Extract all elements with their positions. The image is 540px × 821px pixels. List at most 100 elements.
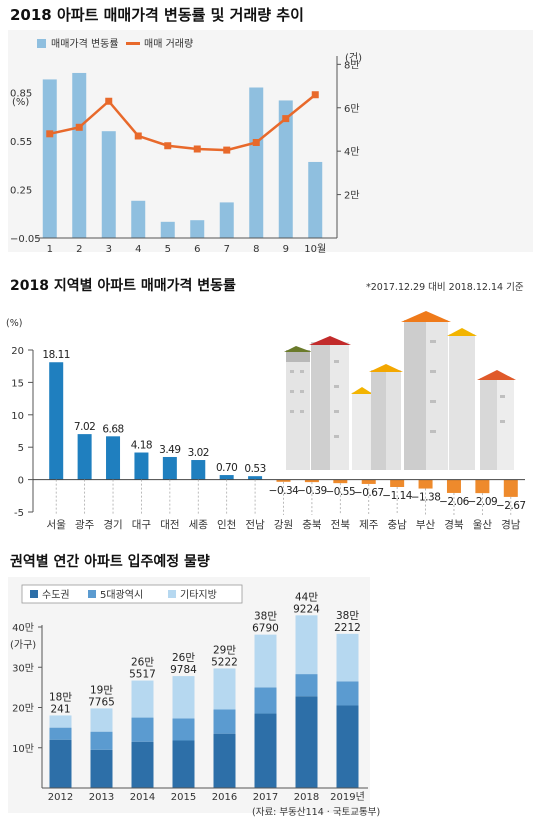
chart2-bar (418, 479, 433, 489)
chart2-bar (333, 479, 348, 484)
chart3-legend: 수도권 5대광역시 기타지방 (21, 584, 243, 604)
chart1-x-tick: 2 (76, 244, 82, 255)
chart3-bar-segment (131, 717, 154, 742)
chart2-value-label: −2.06 (439, 496, 469, 508)
chart1-line-point (75, 123, 83, 131)
legend-swatch-capital (30, 590, 38, 598)
chart1-right-tick: 4만 (344, 146, 360, 158)
chart3-bar-segment (336, 705, 359, 788)
chart3-bar-segment (90, 708, 113, 732)
chart2-value-label: −0.34 (269, 485, 299, 497)
chart1-left-tick: 0.85 (10, 88, 32, 99)
chart3-total-label: 26만 (131, 657, 154, 669)
chart3-bar-segment (336, 633, 359, 682)
chart3-bar-segment (49, 715, 72, 728)
chart2-value-label: −1.14 (382, 490, 412, 502)
legend-swatch-other (168, 590, 176, 598)
chart3-total-label-sub: 241 (50, 703, 70, 715)
chart1-bar (101, 131, 116, 238)
chart3-total-label-sub: 6790 (252, 623, 279, 635)
chart3-x-tick: 2018 (294, 792, 319, 803)
chart2-y-tick: 20 (11, 346, 24, 357)
legend-label-bar: 매매가격 변동률 (51, 37, 119, 50)
chart2-bar (49, 362, 64, 480)
chart1-line-point (164, 142, 172, 150)
chart1-bar (42, 79, 57, 238)
chart1-bar (160, 221, 175, 238)
chart1-x-tick: 7 (224, 244, 230, 255)
chart1-line-point (311, 91, 319, 99)
chart2-bar (475, 479, 490, 494)
chart3-bar-segment (295, 696, 318, 788)
chart3-title: 권역별 연간 아파트 입주예정 물량 (10, 553, 210, 570)
chart1-legend: 매매가격 변동률 매매 거래량 (37, 37, 193, 50)
chart1-line-point (193, 145, 201, 153)
legend-label-metro: 5대광역시 (100, 589, 143, 601)
chart2-value-label: 7.02 (74, 421, 95, 433)
chart2-bar (106, 436, 121, 480)
chart2-x-tick: 세종 (189, 519, 209, 531)
chart3-total-label: 26만 (172, 652, 195, 664)
chart2-value-label: 4.18 (131, 440, 152, 452)
chart2-x-tick: 대구 (132, 519, 152, 531)
chart3-source: (자료: 부동산114 · 국토교통부) (252, 807, 380, 818)
chart2-x-tick: 경북 (444, 518, 464, 531)
chart1-line-point (252, 138, 260, 146)
chart1-right-tick: 8만 (344, 59, 360, 71)
chart3-x-tick: 2013 (89, 792, 114, 803)
chart1-bar (249, 87, 264, 238)
chart2-bar (361, 479, 376, 484)
chart1-line-point (134, 132, 142, 140)
chart2-x-tick: 부산 (416, 519, 436, 531)
chart3-bar-segment (90, 731, 113, 750)
chart1-right-tick: 2만 (344, 190, 360, 202)
chart3-bar-segment (172, 718, 195, 741)
chart1-volume-line (49, 93, 317, 152)
chart1-bar (219, 202, 234, 238)
chart3-bar-segment (254, 634, 277, 688)
chart3-total-label: 29만 (213, 644, 236, 656)
legend-swatch-metro (88, 590, 96, 598)
legend-box (21, 584, 243, 604)
chart1-line-point (282, 115, 290, 123)
chart3-y-tick: 20만 (12, 703, 34, 715)
chart1-left-unit: (%) (12, 97, 29, 108)
chart3-total-label: 38만 (336, 610, 359, 622)
chart1-background (8, 30, 533, 252)
chart1-line-point (223, 146, 231, 154)
chart3-bar-segment (172, 740, 195, 788)
chart2-x-tick: 전남 (245, 519, 265, 531)
chart1-x-tick: 6 (194, 244, 200, 255)
chart2-bar (191, 460, 206, 480)
chart2-note: *2017.12.29 대비 2018.12.14 기준 (366, 282, 524, 293)
chart3-bar-segment (172, 676, 195, 719)
chart2-bar (390, 479, 405, 487)
chart3-bar-segment (213, 709, 236, 734)
chart3-total-label-sub: 2212 (334, 622, 361, 634)
chart3-y-tick: 10만 (12, 743, 34, 755)
chart1-bar (278, 100, 293, 238)
chart2-bar (219, 475, 234, 480)
chart2-x-tick: 충남 (387, 519, 407, 531)
chart1-line-point (105, 97, 113, 105)
chart2-y-tick: 15 (11, 378, 24, 389)
chart2-bar (276, 479, 291, 482)
chart2-x-tick: 대전 (160, 519, 179, 531)
chart3-x-tick: 2019년 (330, 791, 365, 803)
chart3-bar-segment (49, 727, 72, 740)
chart3-bar-segment (295, 674, 318, 697)
chart3-y-tick: 30만 (12, 662, 34, 674)
chart3-total-label: 44만 (295, 591, 318, 603)
chart3-total-label-sub: 9224 (293, 603, 320, 615)
chart-regional-price-change: 2018 지역별 아파트 매매가격 변동률 *2017.12.29 대비 201… (6, 277, 526, 531)
chart1-x-tick: 5 (165, 244, 171, 255)
chart2-value-label: 6.68 (102, 423, 123, 435)
chart2-value-label: 3.02 (188, 447, 209, 459)
chart2-value-label: 0.70 (216, 462, 237, 474)
chart-monthly-price-volume: 2018 아파트 매매가격 변동률 및 거래량 추이 매매가격 변동률 매매 거… (8, 6, 533, 255)
chart3-total-label-sub: 5222 (211, 656, 238, 668)
chart2-x-tick: 경기 (103, 518, 122, 531)
chart2-value-label: 0.53 (244, 463, 265, 475)
chart3-total-label: 18만 (49, 691, 72, 703)
chart2-title: 2018 지역별 아파트 매매가격 변동률 (10, 277, 236, 294)
